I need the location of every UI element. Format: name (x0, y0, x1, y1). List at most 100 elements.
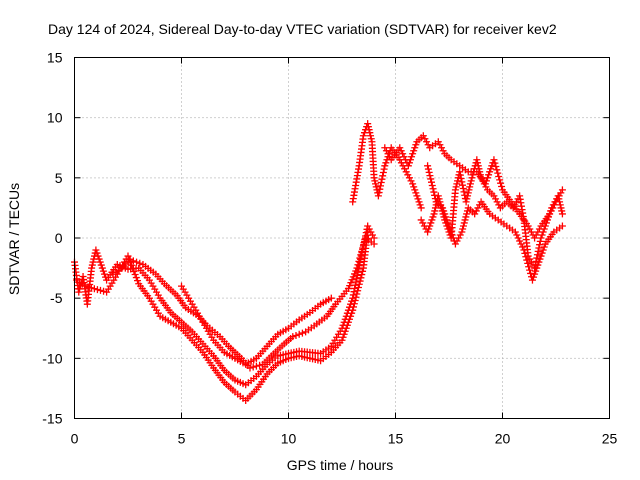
data-point (129, 257, 137, 265)
data-point (466, 183, 474, 191)
data-point (527, 258, 535, 266)
data-point (354, 261, 362, 269)
data-point (495, 201, 503, 209)
data-point (552, 198, 560, 206)
data-point (557, 204, 565, 212)
data-point (327, 294, 335, 302)
data-point (458, 228, 466, 236)
data-point (493, 198, 501, 206)
data-point (409, 180, 417, 188)
data-point (349, 306, 357, 314)
data-point (439, 147, 447, 155)
data-point (87, 284, 95, 292)
data-point (133, 258, 141, 266)
data-point (459, 225, 467, 233)
data-point (472, 207, 480, 215)
data-point (379, 168, 387, 176)
y-tick-label: 5 (55, 170, 63, 186)
data-point (366, 129, 374, 137)
data-point (538, 249, 546, 257)
data-point (126, 256, 134, 264)
data-point (414, 195, 422, 203)
data-point (426, 222, 434, 230)
data-point (99, 267, 107, 275)
data-point (463, 195, 471, 203)
data-point (365, 225, 373, 233)
data-point (534, 261, 542, 269)
data-point (471, 210, 479, 218)
x-tick-labels: 0 5 10 15 20 25 (71, 431, 618, 447)
data-point (431, 191, 439, 199)
data-point (536, 255, 544, 263)
data-point (474, 204, 482, 212)
data-point (491, 159, 499, 167)
series-track-c (109, 234, 378, 372)
data-point (549, 204, 557, 212)
data-point (494, 169, 502, 177)
data-point (427, 219, 435, 227)
data-point (92, 246, 100, 254)
data-point (364, 120, 372, 128)
data-point (459, 222, 467, 230)
data-point (451, 186, 459, 194)
data-point (419, 219, 427, 227)
data-point (451, 240, 459, 248)
data-point (517, 240, 525, 248)
data-point (486, 168, 494, 176)
data-point (535, 225, 543, 233)
data-point (558, 207, 566, 215)
data-point (410, 183, 418, 191)
data-point (256, 361, 264, 369)
data-point (419, 132, 427, 140)
data-point (462, 213, 470, 221)
y-tick-label: 15 (47, 50, 63, 66)
data-point (511, 228, 519, 236)
y-tick-label: -10 (42, 350, 62, 366)
data-point (94, 252, 102, 260)
data-point (444, 219, 452, 227)
data-point (445, 222, 453, 230)
data-point (357, 274, 365, 282)
data-point (547, 207, 555, 215)
data-point (75, 288, 83, 296)
data-point (100, 287, 108, 295)
data-point (353, 290, 361, 298)
data-point (354, 284, 362, 292)
data-point (355, 280, 363, 288)
data-point (96, 286, 104, 294)
data-point (376, 185, 384, 193)
data-point (360, 241, 368, 249)
data-point (425, 225, 433, 233)
data-point (442, 213, 450, 221)
data-point (454, 177, 462, 185)
data-point (359, 132, 367, 140)
data-point (353, 264, 361, 272)
data-point (370, 240, 378, 248)
data-point (292, 331, 300, 339)
data-point (93, 286, 101, 294)
data-point (468, 174, 476, 182)
data-point (536, 237, 544, 245)
data-point (425, 168, 433, 176)
data-point (537, 234, 545, 242)
data-point (539, 246, 547, 254)
data-point (371, 177, 379, 185)
data-point (492, 195, 500, 203)
data-point (558, 210, 566, 218)
data-point (289, 333, 297, 341)
data-point (520, 246, 528, 254)
series-track-e (349, 120, 425, 212)
data-point (456, 231, 464, 239)
data-point (441, 210, 449, 218)
data-point (533, 264, 541, 272)
data-point (429, 213, 437, 221)
data-point (429, 185, 437, 193)
data-point (411, 186, 419, 194)
data-point (339, 333, 347, 341)
data-point (352, 293, 360, 301)
data-point (527, 269, 535, 277)
data-point (464, 192, 472, 200)
data-point (434, 138, 442, 146)
data-point (355, 257, 363, 265)
